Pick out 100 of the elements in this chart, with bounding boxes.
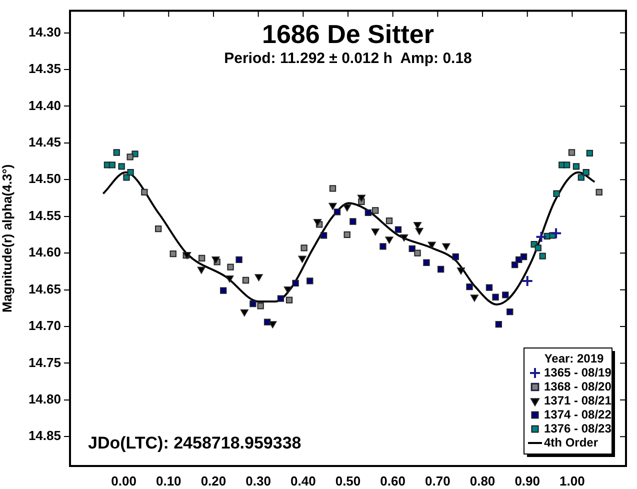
point	[277, 295, 284, 302]
point	[486, 284, 493, 291]
point	[357, 194, 366, 202]
point	[334, 208, 341, 216]
point	[385, 236, 394, 244]
y-tick-label: 14.30	[28, 24, 61, 40]
point	[170, 250, 176, 258]
x-tick-label: 0.90	[514, 473, 540, 488]
point	[300, 244, 308, 252]
point	[502, 292, 509, 298]
point	[320, 232, 328, 239]
point	[578, 174, 584, 181]
x-tick-label: 0.70	[425, 473, 450, 488]
y-tick-label: 14.65	[28, 281, 61, 296]
point	[582, 168, 590, 176]
point	[520, 253, 528, 260]
point	[329, 185, 336, 192]
legend-label: 1368 - 08/20	[544, 379, 612, 394]
point	[394, 226, 402, 233]
point	[539, 252, 546, 260]
y-tick-label: 14.55	[28, 208, 61, 223]
point	[155, 226, 162, 232]
point	[550, 227, 562, 240]
y-tick-label: 14.45	[28, 134, 61, 150]
x-tick-label: 0.00	[111, 473, 136, 488]
legend-label: 1374 - 08/22	[544, 407, 612, 422]
point	[226, 276, 234, 283]
point	[242, 276, 250, 284]
point	[118, 163, 125, 170]
point	[350, 218, 356, 225]
point	[344, 231, 350, 238]
point	[506, 308, 514, 316]
x-tick-label: 1.00	[560, 473, 585, 488]
x-tick-label: 0.50	[335, 473, 361, 488]
point	[108, 162, 116, 168]
legend-title: Year: 2019	[544, 351, 604, 366]
point	[113, 149, 120, 156]
point	[586, 150, 594, 157]
point	[364, 209, 372, 216]
point	[298, 256, 306, 263]
point	[414, 222, 422, 229]
point	[442, 243, 450, 250]
point	[132, 150, 138, 158]
annotation: JDo(LTC): 2458718.959338	[88, 434, 302, 453]
y-tick-label: 14.40	[28, 98, 61, 113]
point	[423, 259, 430, 266]
point	[457, 267, 465, 274]
y-tick-label: 14.50	[28, 171, 61, 186]
point	[212, 256, 220, 264]
text: Period: 11.292 ± 0.012 h Amp: 0.18	[224, 50, 472, 67]
y-tick-label: 14.75	[28, 354, 61, 370]
legend-label: 4th Order	[544, 435, 598, 450]
point	[268, 321, 277, 328]
legend-label: 1376 - 08/23	[544, 421, 612, 436]
point	[328, 202, 337, 210]
point	[197, 266, 206, 274]
y-tick-label: 14.80	[28, 392, 61, 406]
point	[437, 266, 444, 273]
point	[521, 274, 534, 287]
y-tick-label: 14.60	[28, 244, 61, 260]
chart-title: 1686 De Sitter	[262, 18, 434, 49]
point	[123, 174, 130, 181]
point	[372, 207, 379, 214]
x-tick-label: 0.10	[156, 473, 182, 488]
point	[414, 250, 421, 256]
point	[254, 274, 263, 282]
x-tick-label: 0.60	[380, 473, 406, 488]
y-tick-label: 14.85	[28, 428, 61, 444]
point	[292, 280, 299, 287]
point	[127, 168, 134, 176]
point	[492, 294, 499, 300]
x-tick-label: 0.20	[200, 473, 226, 488]
point	[415, 228, 424, 235]
point	[306, 278, 314, 284]
point	[535, 230, 548, 243]
point	[596, 188, 602, 196]
legend-label: 1371 - 08/21	[544, 393, 612, 408]
point	[495, 320, 502, 328]
point	[227, 264, 234, 270]
point	[452, 253, 459, 260]
point	[568, 149, 576, 156]
x-tick-label: 0.40	[290, 473, 316, 488]
point	[408, 245, 416, 252]
point	[141, 188, 148, 196]
point	[572, 163, 580, 170]
point	[534, 244, 542, 252]
point	[198, 254, 206, 262]
point	[380, 243, 386, 250]
x-tick-label: 0.30	[246, 473, 271, 488]
x-tick-label: 0.80	[470, 473, 496, 488]
y-tick-label: 14.35	[28, 61, 61, 76]
point	[126, 154, 134, 160]
y-axis-title: Magnitude(r) alpha(4.3°)	[0, 164, 14, 313]
point	[563, 162, 570, 168]
point	[236, 256, 242, 264]
point	[428, 242, 436, 249]
point	[286, 296, 293, 304]
point	[284, 286, 292, 294]
point	[220, 287, 227, 294]
point	[343, 204, 352, 212]
